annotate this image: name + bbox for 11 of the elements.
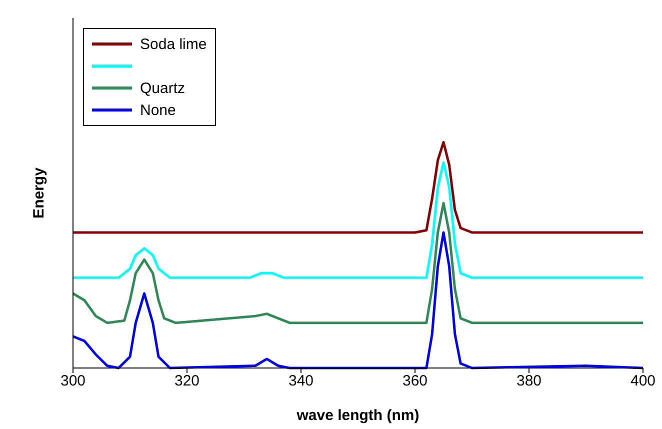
x-tick-label: 400 (630, 372, 656, 390)
legend-label: Soda lime (140, 36, 207, 52)
x-tick-label: 320 (174, 372, 200, 390)
x-axis-title: wave length (nm) (296, 407, 420, 424)
legend-label: None (140, 102, 176, 118)
x-tick-label: 360 (402, 372, 428, 390)
legend-label: Quartz (140, 80, 186, 96)
y-axis-title: Energy (30, 166, 48, 218)
x-tick-label: 380 (516, 372, 542, 390)
x-tick-label: 300 (60, 372, 86, 390)
x-tick-label: 340 (288, 372, 314, 390)
